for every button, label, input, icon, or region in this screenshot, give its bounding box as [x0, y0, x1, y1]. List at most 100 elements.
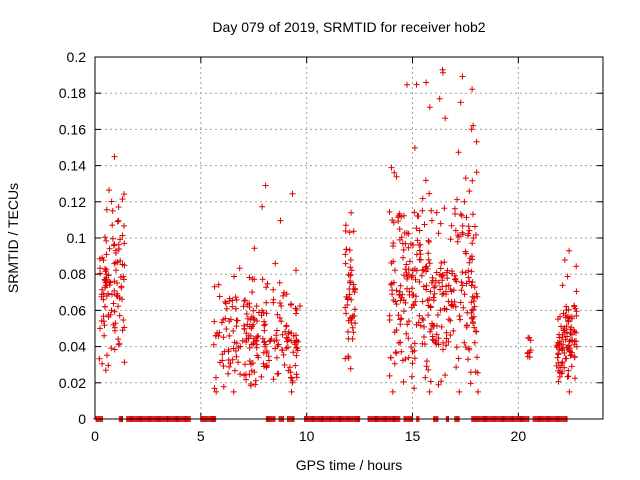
data-point	[469, 86, 476, 93]
data-point	[103, 276, 110, 283]
data-point	[461, 198, 468, 205]
data-point	[250, 321, 257, 328]
data-point	[351, 312, 358, 319]
data-point	[273, 337, 280, 344]
data-point	[276, 279, 283, 286]
data-point	[347, 365, 354, 372]
data-point	[431, 290, 438, 297]
data-points	[93, 66, 580, 422]
data-point	[466, 227, 473, 234]
data-point	[108, 198, 115, 205]
data-point	[242, 297, 249, 304]
data-point	[470, 235, 477, 242]
data-point	[350, 329, 357, 336]
data-point	[453, 344, 460, 351]
data-point	[399, 291, 406, 298]
data-point	[451, 205, 458, 212]
data-point	[111, 260, 118, 267]
data-point	[111, 278, 118, 285]
data-point	[342, 251, 349, 258]
data-point	[103, 206, 110, 213]
grid-lines	[95, 57, 603, 419]
data-point	[108, 307, 115, 314]
data-point	[432, 339, 439, 346]
data-point	[465, 274, 472, 281]
data-point	[565, 367, 572, 374]
data-point	[391, 329, 398, 336]
data-point	[568, 352, 575, 358]
data-point	[462, 248, 469, 255]
data-point	[263, 364, 270, 371]
data-point	[459, 269, 466, 276]
data-point	[111, 324, 118, 331]
data-point	[463, 214, 470, 221]
data-point	[437, 220, 444, 227]
data-point	[423, 79, 430, 86]
x-tick-label: 20	[511, 428, 527, 444]
data-point	[254, 318, 260, 324]
data-point	[230, 388, 237, 395]
y-tick-label: 0.14	[59, 158, 86, 174]
data-point	[403, 330, 410, 337]
data-point	[390, 243, 397, 249]
x-axis-label: GPS time / hours	[296, 457, 403, 473]
data-point	[433, 269, 440, 276]
data-point	[342, 222, 349, 229]
data-point	[454, 196, 461, 203]
data-point	[471, 339, 478, 346]
data-point	[560, 341, 567, 348]
data-point	[566, 338, 573, 345]
data-point	[253, 303, 260, 310]
data-point	[281, 362, 288, 368]
data-point	[106, 245, 113, 252]
data-point	[416, 278, 423, 285]
data-point	[272, 260, 279, 267]
data-point	[262, 182, 269, 189]
data-point	[260, 360, 267, 367]
data-point	[448, 268, 455, 275]
data-point	[432, 277, 439, 284]
data-point	[342, 304, 349, 311]
data-point	[115, 246, 122, 253]
data-point	[473, 169, 480, 176]
data-point	[220, 334, 227, 341]
data-point	[447, 236, 454, 243]
data-point	[348, 209, 355, 216]
data-point	[459, 282, 466, 289]
data-point	[422, 264, 429, 271]
data-point	[287, 302, 294, 308]
data-point	[447, 317, 454, 324]
data-point	[421, 221, 428, 228]
data-point	[348, 296, 355, 303]
data-point	[121, 222, 127, 229]
data-point	[473, 290, 480, 297]
data-point	[404, 285, 410, 292]
data-point	[413, 267, 420, 274]
data-point	[395, 312, 402, 319]
data-point	[462, 175, 469, 182]
data-point	[286, 364, 293, 371]
data-point	[562, 355, 569, 362]
data-point	[293, 371, 300, 378]
data-point	[408, 344, 415, 350]
data-point	[239, 337, 246, 344]
data-point	[459, 73, 466, 80]
data-point	[412, 298, 419, 305]
data-point	[413, 321, 420, 328]
data-point	[260, 309, 267, 316]
data-point	[440, 339, 447, 346]
data-point	[400, 308, 407, 315]
data-point	[117, 236, 123, 243]
data-point	[564, 344, 571, 351]
data-point	[270, 286, 277, 293]
data-point	[389, 291, 396, 298]
data-point	[458, 287, 465, 294]
data-point	[425, 312, 432, 319]
data-point	[230, 328, 237, 334]
data-point	[101, 303, 108, 310]
data-point	[388, 164, 395, 171]
data-point	[259, 276, 266, 283]
data-point	[222, 298, 229, 305]
data-point	[115, 303, 122, 310]
